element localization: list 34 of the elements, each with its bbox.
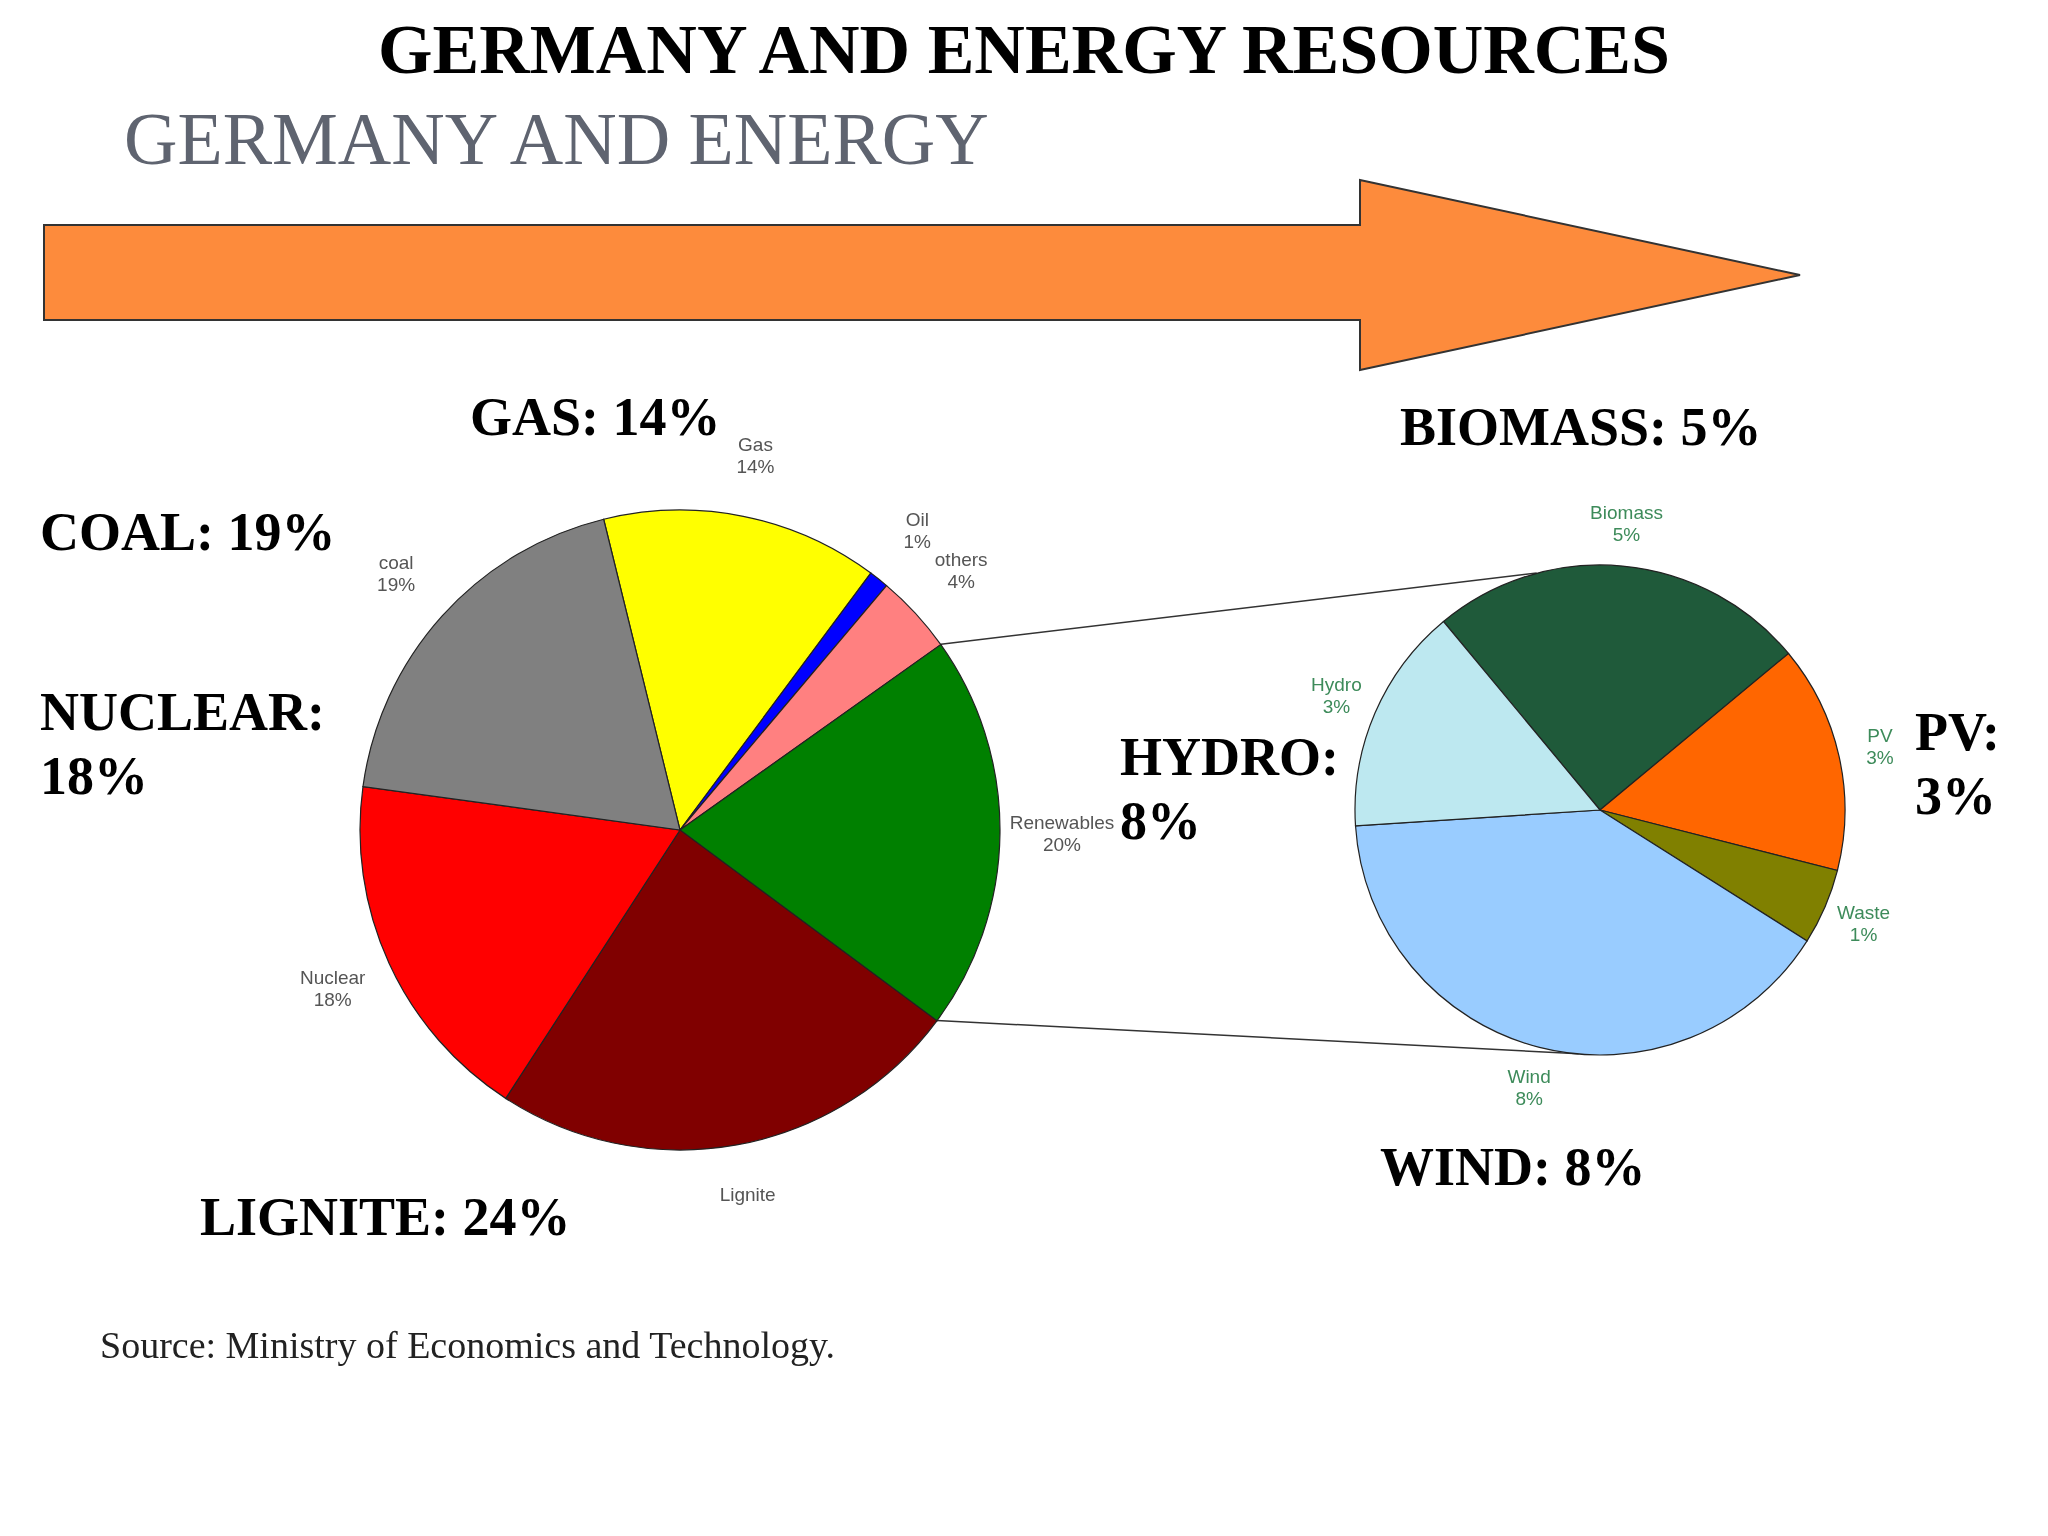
data-label: 19% (377, 574, 416, 596)
source-note: Source: Ministry of Economics and Technology. (100, 1323, 837, 1368)
text: HYDRO: 8% (1120, 726, 1340, 853)
chart-title: GERMANY AND ENERGY RESOURCES (377, 10, 1671, 90)
text: PV: 3% (1915, 701, 2001, 828)
slice-label: PV (1867, 724, 1893, 746)
data-label: 14% (736, 455, 775, 477)
data-label: 5% (1612, 524, 1641, 546)
text: BIOMASS: 5% (1400, 396, 1762, 459)
data-label: 20% (1042, 834, 1082, 855)
slice-label: Waste (1837, 901, 1891, 923)
text: GAS: 14% (470, 386, 721, 449)
slice-label: Nuclear (299, 967, 367, 989)
slice-label: Oil (905, 508, 929, 530)
data-label: 3% (1322, 696, 1351, 718)
data-label: 3% (1866, 746, 1894, 768)
slice-label: Gas (738, 433, 773, 455)
data-label: 8% (1515, 1088, 1543, 1110)
data-label: 4% (947, 571, 976, 593)
text: WIND: 8% (1380, 1136, 1646, 1199)
data-label: 1% (903, 530, 932, 552)
slice-label: Hydro (1311, 674, 1362, 696)
text: COAL: 19% (40, 501, 336, 564)
data-label: 18% (313, 989, 352, 1011)
data-label: 1% (1849, 923, 1878, 945)
slice-label: coal (378, 552, 414, 574)
slice-label: Biomass (1590, 502, 1663, 524)
chart-subtitle: GERMANY AND ENERGY (124, 97, 989, 182)
slice-label: Wind (1507, 1066, 1551, 1088)
slice-label: Renewables (1009, 812, 1115, 833)
slice-label: Lignite (719, 1183, 776, 1205)
text: NUCLEAR: 18% (40, 681, 326, 808)
slice-label: others (934, 549, 988, 571)
text: LIGNITE: 24% (200, 1186, 571, 1249)
